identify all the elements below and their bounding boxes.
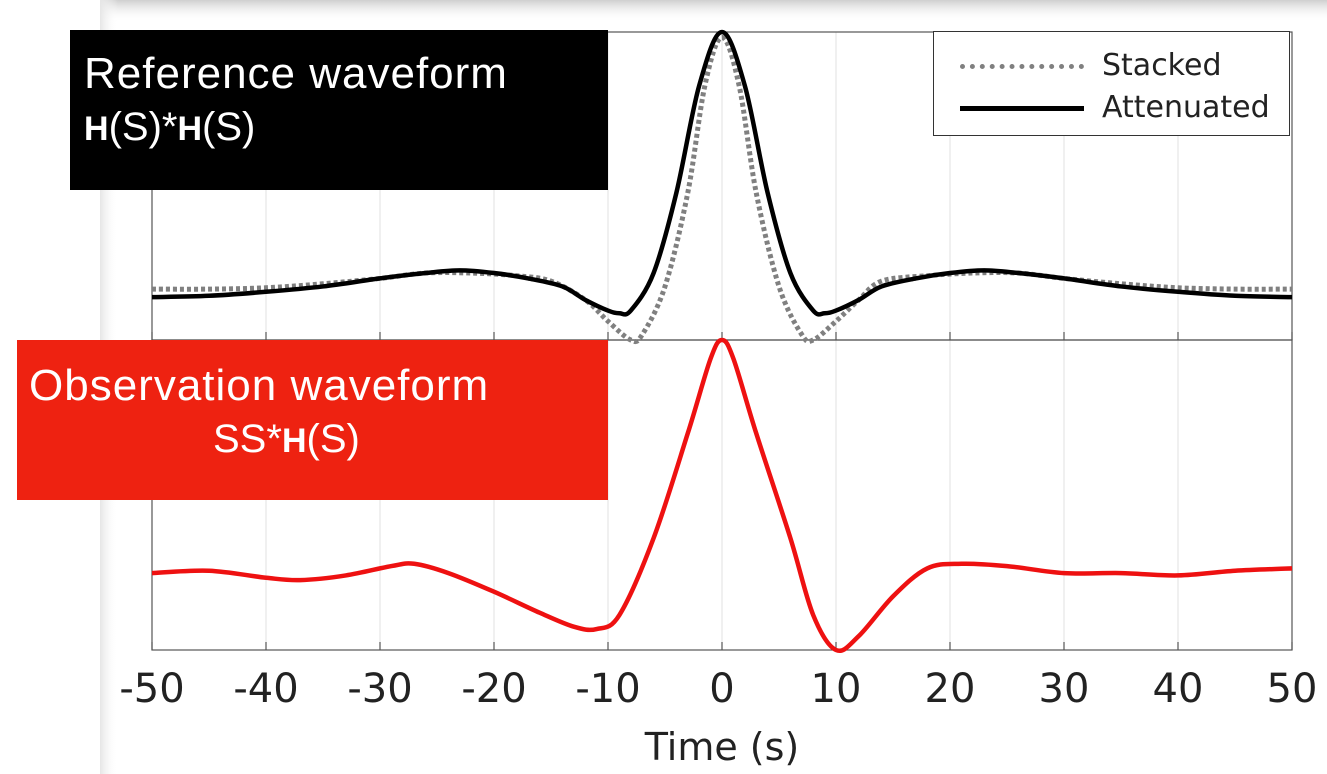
x-tick-label: 20: [925, 666, 976, 712]
observation-waveform-label: Observation waveform SS*H(S): [17, 340, 608, 500]
x-tick-label: -40: [233, 666, 298, 712]
x-tick-label: -50: [119, 666, 184, 712]
x-axis-label: Time (s): [644, 725, 800, 769]
x-tick-label: -30: [347, 666, 412, 712]
legend-entry-stacked: Stacked: [934, 46, 1289, 86]
x-tick-label: 50: [1267, 666, 1318, 712]
legend-swatch-attenuated: [960, 106, 1084, 111]
legend: Stacked Attenuated: [933, 31, 1290, 136]
series-line-attenuated: [151, 29, 1293, 317]
reference-formula: H(S)*H(S): [84, 104, 256, 149]
x-tick-label: 40: [1153, 666, 1204, 712]
legend-swatch-stacked: [960, 64, 1084, 69]
reference-waveform-label: Reference waveform H(S)*H(S): [70, 30, 608, 190]
x-tick-label: -10: [575, 666, 640, 712]
x-tick-label: 30: [1039, 666, 1090, 712]
reference-title: Reference waveform: [84, 49, 508, 98]
legend-entry-attenuated: Attenuated: [934, 88, 1289, 128]
legend-label-attenuated: Attenuated: [1102, 90, 1270, 125]
series: [151, 29, 1293, 654]
legend-label-stacked: Stacked: [1102, 48, 1222, 83]
x-tick-label: 0: [709, 666, 734, 712]
x-tick-label: 10: [811, 666, 862, 712]
observation-title: Observation waveform: [29, 361, 490, 410]
series-line-bottom-panel: [151, 337, 1293, 654]
x-tick-labels: -50 -40 -30 -20 -10 0 10 20 30 40 50: [119, 666, 1317, 712]
observation-formula: SS*H(S): [213, 416, 360, 461]
x-tick-label: -20: [461, 666, 526, 712]
